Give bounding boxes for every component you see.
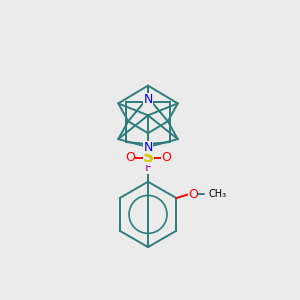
Text: F: F (145, 161, 152, 174)
Text: N: N (143, 140, 153, 154)
Text: O: O (125, 152, 135, 164)
Text: CH₃: CH₃ (208, 189, 226, 199)
Text: S: S (142, 150, 154, 165)
Text: O: O (161, 152, 171, 164)
Text: O: O (188, 188, 198, 201)
Text: N: N (143, 93, 153, 106)
